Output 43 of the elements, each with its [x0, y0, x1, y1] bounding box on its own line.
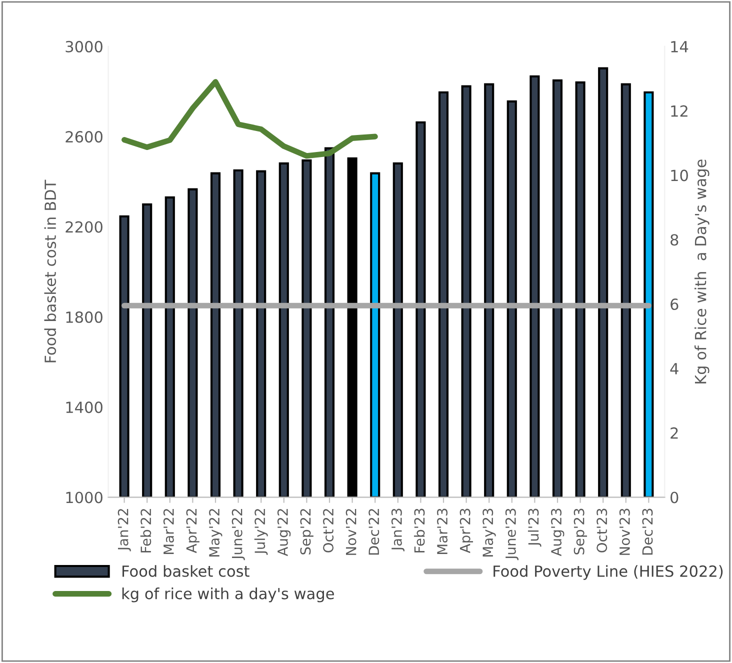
- x-tick-label: May'22: [209, 509, 222, 557]
- x-tick-label: June'23: [505, 508, 519, 560]
- x-tick-label: Jul'23: [528, 508, 542, 547]
- x-tick-label: Nov'23: [619, 508, 630, 555]
- x-tick-label: Feb'22: [140, 509, 152, 552]
- y2-tick-label: 14: [671, 41, 688, 52]
- y2-tick-label: 6: [670, 298, 678, 310]
- y2-tick-label: 2: [670, 427, 678, 439]
- y-tick-label: 1000: [66, 492, 102, 504]
- y2-tick-label: 4: [670, 363, 678, 374]
- x-tick-label: Mar'23: [437, 508, 448, 554]
- y2-tick-label: 12: [671, 105, 688, 117]
- y2-tick-label: 10: [671, 170, 688, 182]
- x-tick-label: Apr'23: [460, 508, 474, 554]
- legend-label: Food Poverty Line (HIES 2022): [494, 565, 723, 580]
- y-tick-label: 2600: [66, 131, 102, 143]
- x-tick-label: Dec'23: [642, 508, 653, 555]
- legend-label: kg of rice with a day's wage: [122, 588, 334, 602]
- x-tick-label: Oct'23: [596, 508, 608, 552]
- y-axis-title: Food basket cost in BDT: [44, 180, 56, 362]
- x-tick-label: Aug'22: [277, 509, 291, 556]
- y-tick-label: 1400: [66, 402, 102, 414]
- x-tick-label: Mar'22: [163, 509, 174, 554]
- y-tick-label: 3000: [66, 40, 102, 52]
- y-tick-label: 2200: [66, 221, 102, 233]
- x-tick-label: July'22: [254, 509, 268, 555]
- x-tick-label: Apr'22: [186, 509, 200, 554]
- x-tick-label: June'22: [232, 509, 245, 560]
- legend-label: Food basket cost: [122, 565, 250, 577]
- y-tick-label: 1800: [66, 311, 102, 323]
- y2-tick-label: 8: [670, 234, 678, 246]
- x-tick-label: Dec'22: [368, 509, 380, 555]
- x-tick-label: Aug'23: [551, 508, 564, 556]
- y2-tick-label: 0: [670, 492, 678, 504]
- x-tick-label: Feb'23: [414, 508, 425, 552]
- y2-axis-title: Kg of Rice with a Day's wage: [694, 160, 710, 384]
- x-tick-label: Sep'22: [300, 509, 314, 554]
- x-tick-label: Nov'22: [346, 509, 356, 555]
- x-tick-label: Oct'22: [323, 509, 334, 552]
- x-tick-label: Jan'23: [391, 508, 405, 552]
- x-tick-label: May'23: [482, 508, 496, 557]
- x-tick-label: Sep'23: [574, 508, 588, 554]
- x-tick-label: Jan'22: [118, 509, 131, 552]
